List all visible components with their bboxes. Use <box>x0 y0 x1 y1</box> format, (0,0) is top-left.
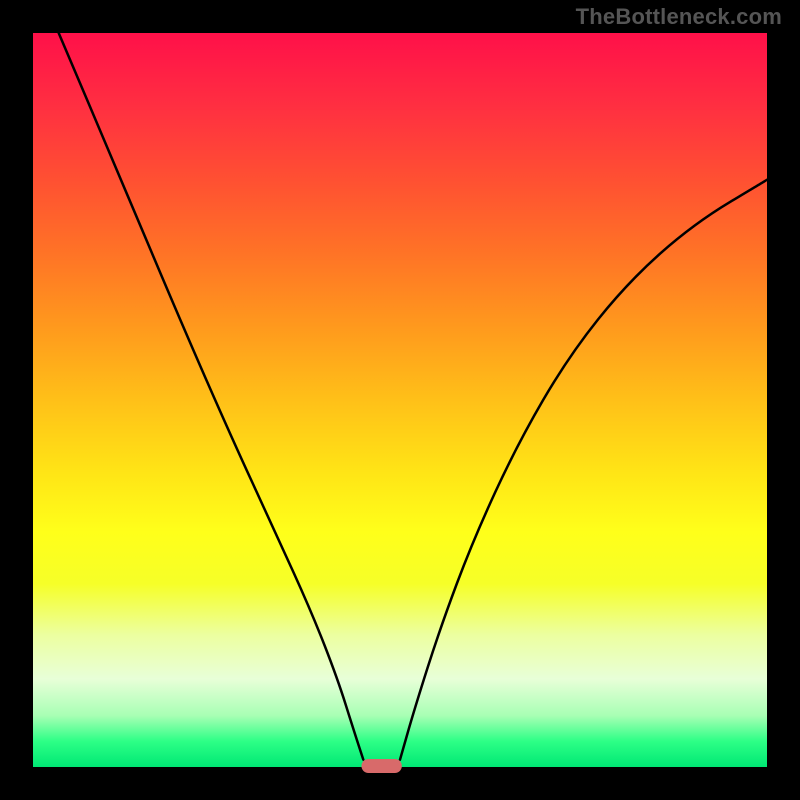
chart-container: TheBottleneck.com <box>0 0 800 800</box>
dip-marker <box>361 759 401 773</box>
plot-gradient-background <box>33 33 767 767</box>
watermark-text: TheBottleneck.com <box>576 4 782 30</box>
bottleneck-chart <box>0 0 800 800</box>
